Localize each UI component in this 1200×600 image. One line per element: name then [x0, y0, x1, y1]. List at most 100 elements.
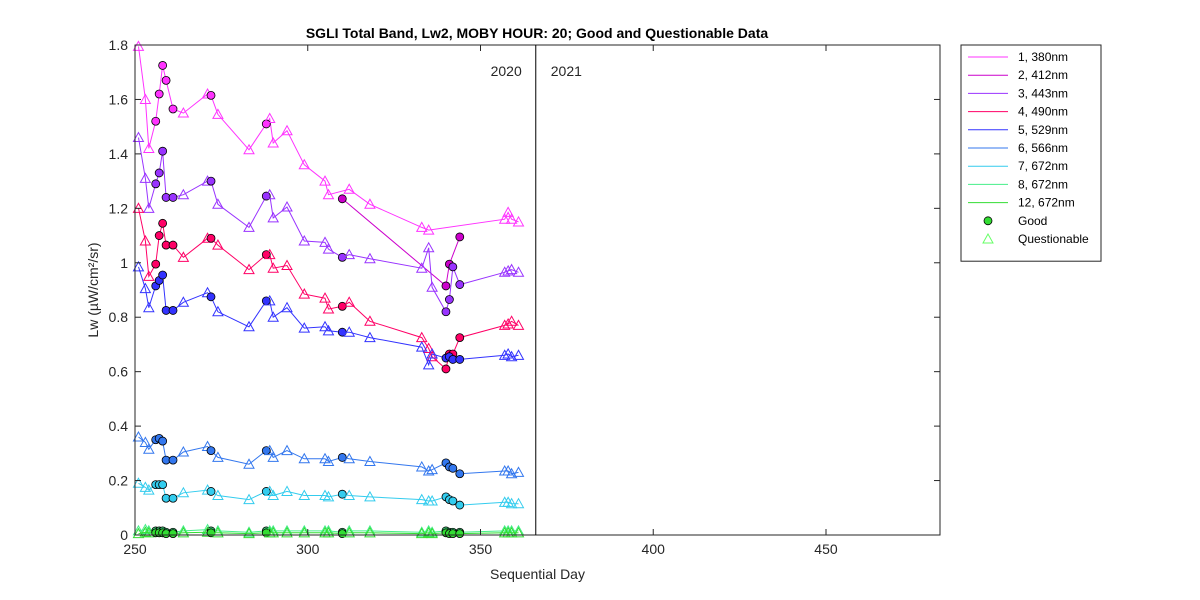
- data-point-questionable: [177, 296, 190, 307]
- data-point-good: [455, 333, 465, 343]
- data-point-questionable: [426, 526, 438, 537]
- data-point-questionable: [512, 497, 525, 509]
- data-point-good: [158, 146, 168, 156]
- data-point-questionable: [263, 248, 276, 260]
- data-point-good: [158, 270, 168, 280]
- data-point-questionable: [263, 294, 276, 306]
- data-point-questionable: [132, 131, 145, 143]
- y-tick-label: 1.8: [109, 37, 129, 53]
- data-point-good: [455, 355, 465, 364]
- data-point-questionable: [212, 526, 224, 538]
- data-point-good: [154, 231, 164, 240]
- data-point-good: [151, 116, 161, 126]
- data-point-good: [158, 61, 168, 70]
- data-point-questionable: [132, 477, 145, 488]
- data-point-questionable: [177, 526, 190, 538]
- y-tick-label: 0.8: [109, 309, 129, 325]
- data-point-questionable: [422, 526, 435, 538]
- series-line-2: [341, 198, 461, 287]
- data-point-questionable: [426, 527, 438, 539]
- data-point-questionable: [298, 322, 311, 333]
- data-point-questionable: [267, 451, 280, 462]
- data-point-questionable: [263, 188, 276, 200]
- data-point-questionable: [139, 436, 152, 447]
- data-point-questionable: [281, 200, 293, 212]
- data-point-questionable: [512, 215, 525, 227]
- data-point-questionable: [498, 349, 511, 360]
- data-point-questionable: [343, 489, 356, 501]
- year-label-2021: 2021: [551, 63, 582, 79]
- x-tick-label: 300: [296, 541, 320, 557]
- data-point-questionable: [322, 490, 335, 502]
- data-point-questionable: [132, 260, 145, 272]
- data-point-questionable: [281, 526, 293, 538]
- data-point-questionable: [298, 234, 311, 246]
- data-point-good: [261, 119, 271, 129]
- x-tick-label: 250: [123, 541, 147, 557]
- data-point-questionable: [415, 341, 428, 352]
- data-point-questionable: [177, 188, 190, 200]
- data-point-good: [441, 364, 451, 374]
- data-point-questionable: [502, 317, 514, 329]
- y-tick-label: 1.2: [109, 200, 129, 216]
- data-point-questionable: [322, 188, 335, 200]
- data-point-questionable: [426, 463, 438, 475]
- y-tick-label: 1: [120, 255, 128, 271]
- data-point-questionable: [267, 311, 280, 322]
- data-point-questionable: [263, 485, 276, 496]
- data-point-questionable: [364, 331, 376, 343]
- data-point-questionable: [415, 460, 428, 472]
- y-axis-label: Lw (µW/cm²/sr): [85, 242, 101, 337]
- data-point-questionable: [267, 526, 280, 538]
- legend-label: 5, 529nm: [1018, 123, 1068, 137]
- data-point-questionable: [139, 526, 152, 537]
- data-point-good: [448, 496, 458, 506]
- data-point-questionable: [319, 320, 331, 332]
- data-point-questionable: [243, 263, 255, 275]
- data-point-good: [168, 529, 178, 539]
- data-point-good: [337, 489, 347, 499]
- data-point-questionable: [343, 296, 356, 307]
- data-point-questionable: [177, 107, 190, 118]
- data-point-questionable: [132, 40, 145, 51]
- data-point-good: [168, 306, 178, 315]
- axes-layer: 250 300 350 400 450 0 0.2 0.4 0.6 0.8 1 1.2 1.4 1.6 1.…: [109, 37, 941, 557]
- legend-label: 7, 672nm: [1018, 159, 1068, 173]
- y-tick-label: 1.4: [109, 146, 129, 162]
- data-point-questionable: [505, 263, 518, 275]
- data-point-questionable: [502, 206, 514, 217]
- data-point-questionable: [243, 493, 255, 505]
- data-point-good: [161, 75, 171, 85]
- data-point-questionable: [142, 301, 155, 313]
- data-point-questionable: [512, 266, 525, 277]
- data-point-questionable: [322, 324, 335, 336]
- legend-label: 8, 672nm: [1018, 177, 1068, 191]
- data-point-questionable: [322, 526, 335, 538]
- data-point-questionable: [422, 358, 435, 370]
- legend-label: 12, 672nm: [1018, 196, 1075, 210]
- data-point-questionable: [364, 490, 376, 502]
- data-point-questionable: [512, 349, 525, 360]
- data-point-good: [206, 292, 216, 302]
- data-point-good: [151, 259, 161, 269]
- data-point-questionable: [505, 526, 518, 538]
- data-point-questionable: [243, 527, 255, 539]
- data-point-questionable: [267, 136, 280, 148]
- data-point-good: [441, 307, 451, 317]
- data-point-questionable: [177, 445, 190, 457]
- data-point-questionable: [263, 444, 276, 456]
- data-point-good: [158, 480, 168, 490]
- data-point-good: [448, 262, 458, 272]
- data-point-questionable: [267, 489, 280, 501]
- year-label-2020: 2020: [491, 63, 522, 79]
- data-point-questionable: [512, 526, 525, 538]
- data-point-questionable: [343, 248, 356, 260]
- data-point-questionable: [422, 464, 435, 476]
- data-point-questionable: [132, 527, 145, 539]
- axes-box: [134, 44, 941, 536]
- data-point-questionable: [212, 198, 224, 209]
- data-point-questionable: [319, 175, 331, 186]
- data-point-questionable: [364, 455, 376, 466]
- data-point-questionable: [212, 108, 224, 119]
